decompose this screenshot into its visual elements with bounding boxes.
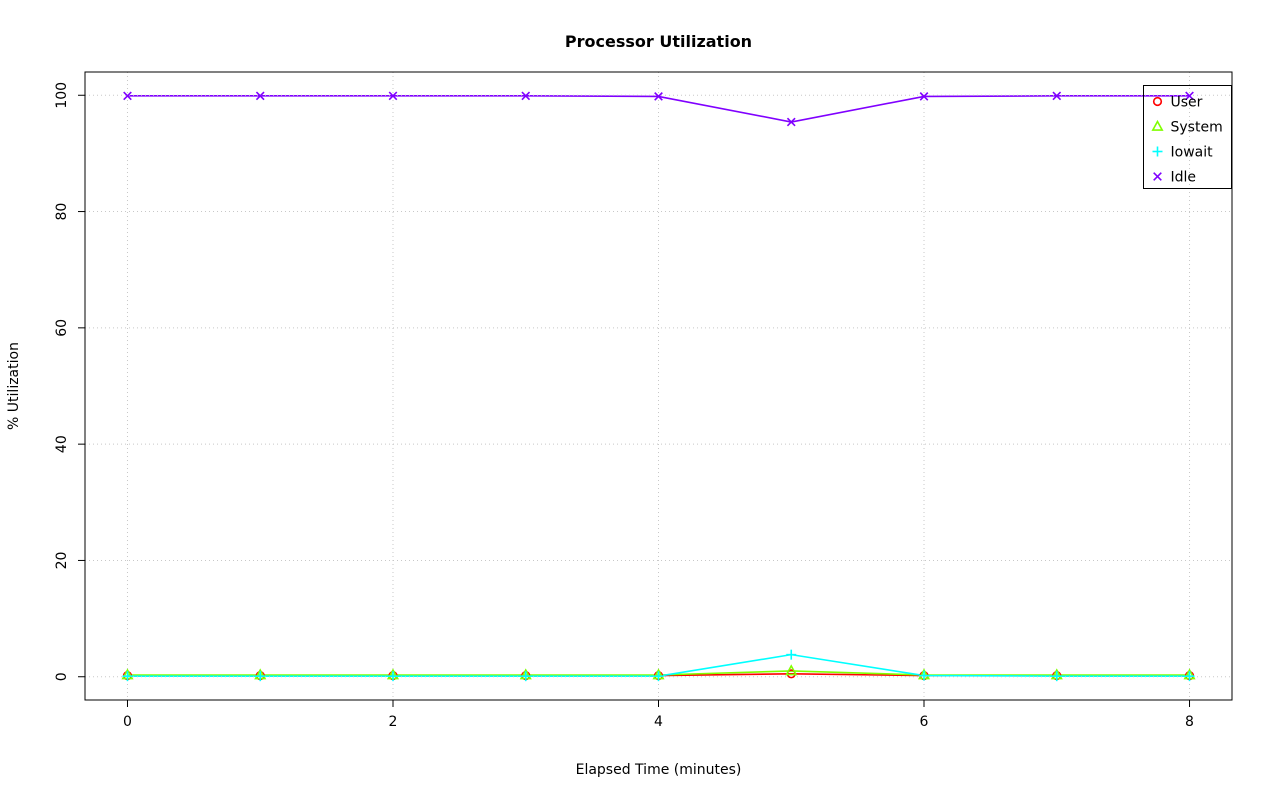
x-tick-label: 2 [389, 714, 398, 730]
series-markers [121, 91, 1196, 682]
legend-label-iowait: Iowait [1171, 145, 1214, 161]
legend-label-system: System [1171, 120, 1223, 136]
series-lines [127, 95, 1190, 677]
series-markers-idle [123, 91, 1194, 127]
chart-title: Processor Utilization [564, 32, 753, 51]
x-axis-label: Elapsed Time (minutes) [575, 762, 742, 778]
legend-label-user: User [1171, 95, 1203, 111]
x-tick-label: 4 [654, 714, 663, 730]
gridlines [85, 72, 1232, 700]
y-tick-label: 80 [54, 203, 70, 221]
x-tick-label: 0 [123, 714, 132, 730]
x-axis: 0 2 4 6 8 [123, 700, 1194, 730]
y-tick-label: 40 [54, 435, 70, 453]
legend-label-idle: Idle [1171, 170, 1197, 186]
y-tick-label: 20 [54, 552, 70, 570]
x-tick-label: 6 [920, 714, 929, 730]
x-tick-label: 8 [1185, 714, 1194, 730]
plot-box [84, 71, 1233, 701]
y-tick-label: 60 [54, 319, 70, 337]
y-tick-label: 100 [54, 82, 70, 109]
legend: User System Iowait Idle [1143, 85, 1232, 189]
y-tick-label: 0 [54, 672, 70, 681]
series-markers-iowait [122, 649, 1195, 682]
legend-box [1143, 85, 1232, 189]
y-axis: 0 20 40 60 80 100 [54, 82, 85, 681]
